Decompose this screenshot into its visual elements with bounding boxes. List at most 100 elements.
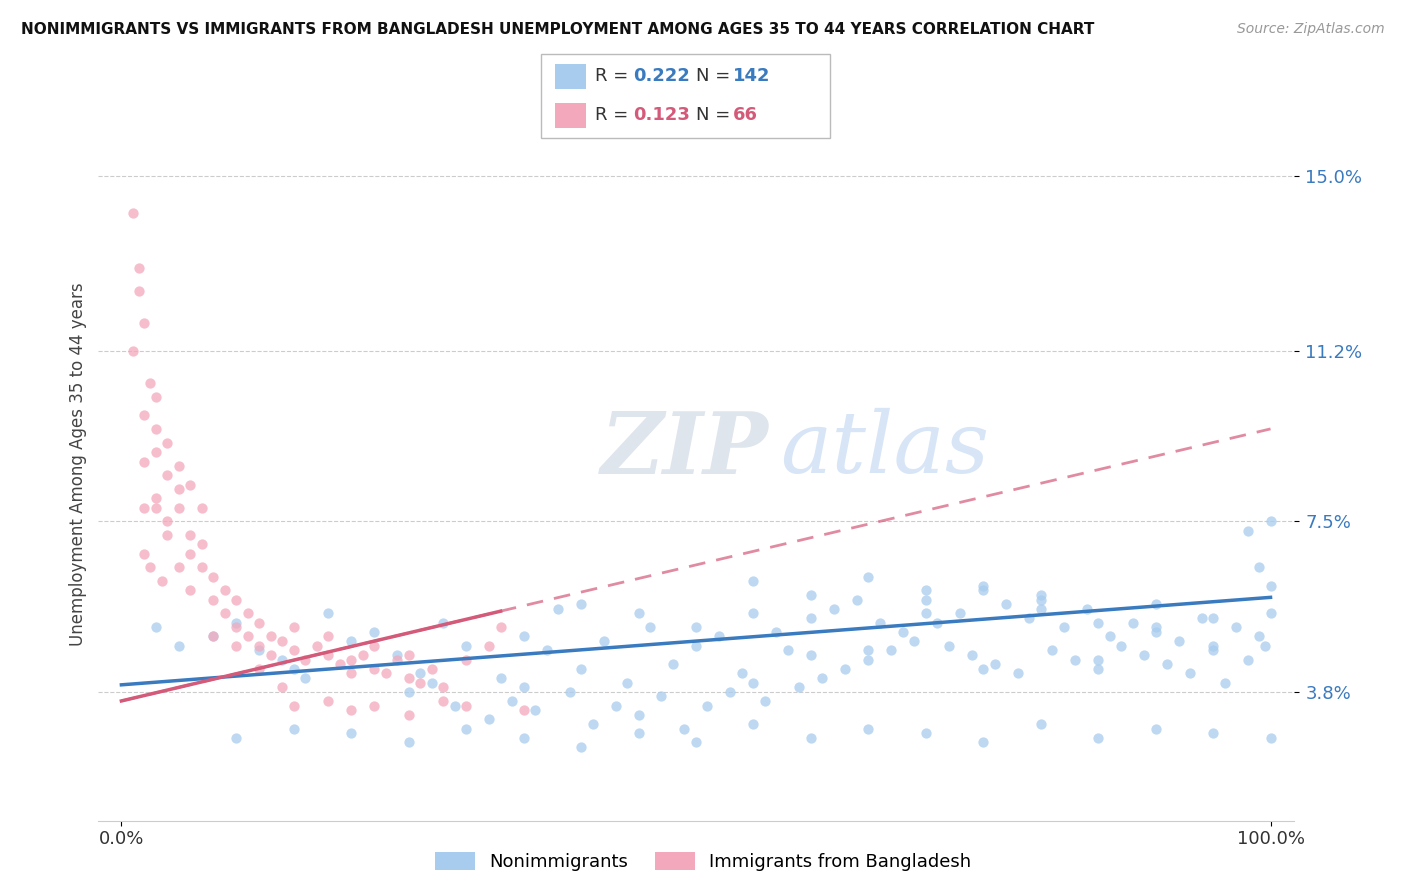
Point: [1087, 615, 1109, 630]
Point: [938, 639, 960, 653]
Point: [122, 206, 145, 220]
Point: [179, 528, 201, 542]
Point: [167, 560, 190, 574]
Point: [696, 698, 718, 713]
Point: [800, 588, 823, 602]
Point: [558, 684, 581, 698]
Point: [673, 722, 696, 736]
Point: [340, 652, 363, 666]
Point: [685, 639, 707, 653]
Point: [638, 620, 661, 634]
Point: [1133, 648, 1156, 662]
Point: [1202, 726, 1225, 740]
Point: [972, 735, 994, 749]
Point: [984, 657, 1007, 672]
Point: [316, 694, 339, 708]
Point: [1018, 611, 1040, 625]
Point: [305, 639, 328, 653]
Point: [914, 592, 936, 607]
Point: [398, 684, 420, 698]
Point: [145, 620, 167, 634]
Point: [128, 261, 150, 276]
Point: [650, 690, 672, 704]
Point: [834, 662, 856, 676]
Point: [329, 657, 352, 672]
Point: [225, 592, 247, 607]
Point: [202, 569, 225, 583]
Point: [122, 344, 145, 359]
Point: [1007, 666, 1029, 681]
Point: [191, 500, 214, 515]
Point: [247, 639, 270, 653]
Point: [972, 579, 994, 593]
Text: R =: R =: [595, 106, 634, 124]
Point: [823, 602, 845, 616]
Point: [398, 671, 420, 685]
Point: [605, 698, 627, 713]
Point: [800, 611, 823, 625]
Point: [156, 468, 179, 483]
Point: [972, 662, 994, 676]
Point: [432, 615, 454, 630]
Point: [340, 703, 363, 717]
Point: [858, 569, 880, 583]
Point: [569, 739, 592, 754]
Point: [202, 630, 225, 644]
Point: [1029, 592, 1052, 607]
Point: [627, 726, 650, 740]
Point: [501, 694, 523, 708]
Point: [225, 731, 247, 745]
Point: [616, 675, 638, 690]
Point: [627, 607, 650, 621]
Point: [685, 620, 707, 634]
Point: [456, 698, 478, 713]
Point: [662, 657, 685, 672]
Point: [225, 615, 247, 630]
Point: [524, 703, 547, 717]
Point: [1076, 602, 1098, 616]
Point: [1029, 717, 1052, 731]
Point: [512, 680, 534, 694]
Point: [191, 537, 214, 551]
Point: [742, 717, 765, 731]
Point: [742, 675, 765, 690]
Point: [283, 698, 305, 713]
Point: [236, 630, 259, 644]
Point: [754, 694, 776, 708]
Point: [742, 607, 765, 621]
Point: [283, 620, 305, 634]
Point: [858, 722, 880, 736]
Point: [845, 592, 868, 607]
Point: [134, 547, 156, 561]
Point: [134, 500, 156, 515]
Point: [225, 620, 247, 634]
Point: [1144, 620, 1167, 634]
Point: [858, 652, 880, 666]
Point: [294, 671, 316, 685]
Text: R =: R =: [595, 68, 634, 86]
Point: [260, 630, 283, 644]
Point: [145, 500, 167, 515]
Point: [167, 459, 190, 474]
Point: [478, 712, 501, 726]
Point: [903, 634, 925, 648]
Point: [685, 735, 707, 749]
Text: atlas: atlas: [779, 409, 988, 491]
Point: [294, 652, 316, 666]
Point: [398, 707, 420, 722]
Point: [1202, 611, 1225, 625]
Point: [1236, 524, 1258, 538]
Point: [536, 643, 558, 657]
Point: [512, 630, 534, 644]
Point: [1053, 620, 1076, 634]
Point: [478, 639, 501, 653]
Point: [316, 630, 339, 644]
Point: [765, 624, 787, 639]
Point: [225, 639, 247, 653]
Point: [1167, 634, 1189, 648]
Point: [247, 662, 270, 676]
Point: [128, 284, 150, 298]
Point: [456, 722, 478, 736]
Point: [374, 666, 396, 681]
Point: [1064, 652, 1087, 666]
